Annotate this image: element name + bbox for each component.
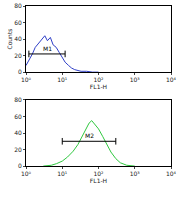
svg-text:80: 80 [14,2,22,9]
svg-text:10⁴: 10⁴ [166,170,177,177]
svg-text:40: 40 [14,129,22,136]
svg-text:FL1-H: FL1-H [90,177,107,184]
svg-text:0: 0 [18,162,22,169]
svg-text:40: 40 [14,35,22,42]
svg-text:20: 20 [14,146,22,153]
svg-text:10⁰: 10⁰ [21,170,32,177]
svg-text:M1: M1 [43,45,52,52]
svg-text:FL1-H: FL1-H [90,83,107,90]
svg-text:0: 0 [18,68,22,75]
svg-text:10³: 10³ [130,170,141,177]
svg-text:10⁰: 10⁰ [21,76,32,83]
svg-text:10⁴: 10⁴ [166,76,177,83]
svg-text:10²: 10² [93,76,104,83]
svg-text:80: 80 [14,96,22,103]
svg-text:60: 60 [14,19,22,26]
svg-text:60: 60 [14,113,22,120]
svg-text:10¹: 10¹ [57,76,68,83]
svg-text:Counts: Counts [6,29,13,50]
svg-text:10³: 10³ [130,76,141,83]
svg-text:10²: 10² [93,170,104,177]
svg-text:20: 20 [14,52,22,59]
svg-text:M2: M2 [85,132,94,139]
svg-text:10¹: 10¹ [57,170,68,177]
